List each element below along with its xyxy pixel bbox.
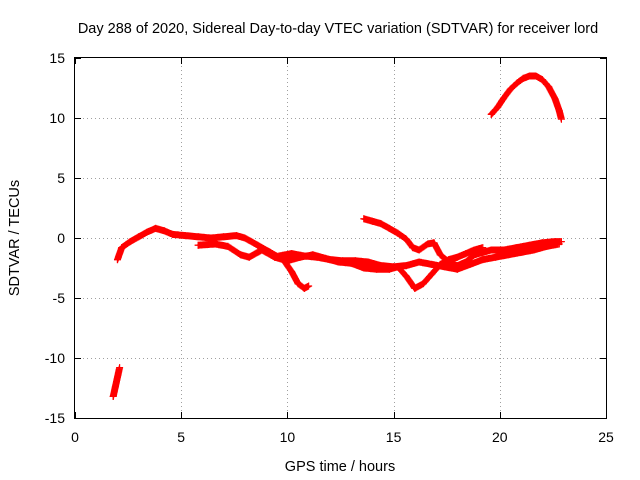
grid: [75, 58, 606, 418]
x-tick-label: 5: [177, 429, 185, 445]
x-axis-label: GPS time / hours: [285, 459, 395, 475]
y-tick-label: 15: [49, 50, 65, 66]
x-tick-label: 0: [71, 429, 79, 445]
y-tick-label: 10: [49, 110, 65, 126]
x-tick-label: 20: [492, 429, 508, 445]
data-series-satellite-arc-4: [275, 240, 563, 273]
plot-frame: [74, 57, 607, 419]
x-tick-label: 10: [280, 429, 296, 445]
y-tick-label: 0: [57, 230, 65, 246]
y-tick-label: -15: [45, 410, 65, 426]
y-tick-label: -10: [45, 350, 65, 366]
data-series-satellite-arc-1: [109, 364, 124, 400]
y-axis-label: SDTVAR / TECUs: [7, 180, 23, 296]
series-marker-trace: [109, 365, 123, 400]
chart-title: Day 288 of 2020, Sidereal Day-to-day VTE…: [78, 21, 598, 37]
series-marker-trace: [275, 240, 562, 273]
data-series-satellite-arc-5: [360, 215, 565, 270]
data-series-satellite-arc-6: [487, 72, 565, 123]
axis-ticks: 0 5 10 15 20 25 -15 -10 -5 0 5 10 15: [45, 50, 614, 445]
series-marker-trace: [360, 215, 564, 270]
y-tick-label: -5: [53, 290, 66, 306]
series-marker-trace: [487, 72, 565, 122]
x-tick-label: 15: [386, 429, 402, 445]
x-tick-label: 25: [598, 429, 614, 445]
data-series: [109, 72, 565, 400]
y-tick-label: 5: [57, 170, 65, 186]
